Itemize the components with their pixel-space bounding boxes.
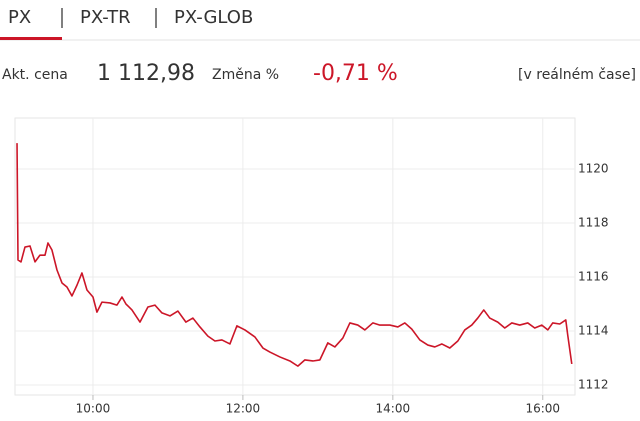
change-label: Změna % xyxy=(212,67,279,83)
price-label: Akt. cena xyxy=(2,67,68,83)
y-tick-label: 1118 xyxy=(578,216,609,230)
y-tick-label: 1114 xyxy=(578,324,609,338)
change: -0,71 % xyxy=(313,61,398,86)
x-tick-label: 10:00 xyxy=(76,402,111,416)
y-tick-label: 1112 xyxy=(578,378,609,392)
y-tick-label: 1120 xyxy=(578,162,609,176)
price-line xyxy=(16,143,573,367)
plot-frame xyxy=(14,117,576,396)
x-tick-label: 16:00 xyxy=(525,402,560,416)
x-tick-label: 14:00 xyxy=(376,402,411,416)
x-tick-label: 12:00 xyxy=(226,402,261,416)
y-tick-label: 1116 xyxy=(578,270,609,284)
tab[interactable]: PX-TR xyxy=(80,7,131,28)
tab[interactable]: PX-GLOB xyxy=(174,7,253,28)
price: 1 112,98 xyxy=(97,61,195,86)
chart: 1112 1114 1116 1118 1120 10:00 12:00 14:00 16:00 xyxy=(14,117,609,416)
active-tab-indicator xyxy=(0,37,62,40)
tab[interactable]: PX xyxy=(8,7,31,28)
realtime-note: [v reálném čase] xyxy=(518,67,636,83)
